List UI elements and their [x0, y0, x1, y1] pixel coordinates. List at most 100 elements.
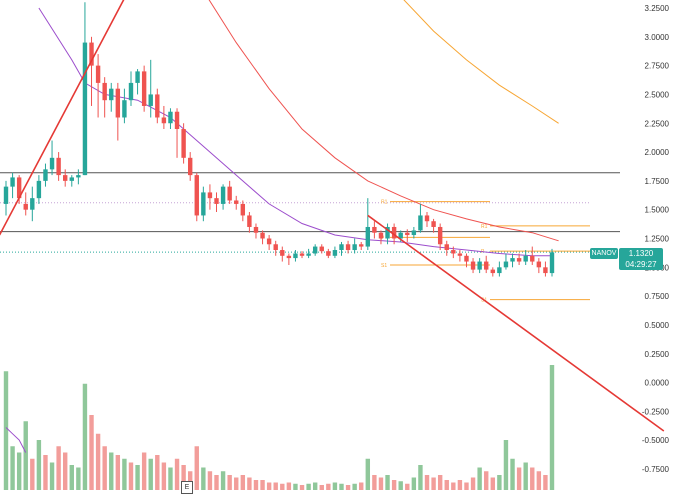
- volume-bar: [168, 467, 173, 490]
- candle-body: [181, 129, 186, 158]
- candle-body: [260, 232, 265, 239]
- candle-body: [510, 258, 515, 262]
- price-tick-label: 0.2500: [645, 350, 670, 359]
- volume-bar: [280, 483, 285, 490]
- candle-body: [293, 253, 298, 259]
- candle-body: [102, 82, 107, 101]
- candle-body: [497, 267, 502, 274]
- candle-body: [10, 177, 15, 187]
- price-tick-label: -0.2500: [642, 407, 670, 416]
- volume-bar: [63, 452, 68, 490]
- volume-bar: [411, 477, 417, 490]
- volume-bar: [201, 467, 206, 490]
- volume-bar: [299, 485, 305, 490]
- volume-bar: [155, 455, 160, 490]
- volume-bar: [326, 483, 331, 490]
- volume-bar: [43, 455, 48, 490]
- candle-body: [286, 255, 292, 259]
- candle-body: [122, 100, 127, 118]
- candle-body: [359, 244, 364, 247]
- candle-body: [530, 255, 535, 262]
- volume-bar: [424, 475, 430, 490]
- last-price-badge: 1.1320 04:29:27: [619, 248, 663, 270]
- volume-bar: [293, 483, 298, 490]
- candle-body: [326, 251, 331, 256]
- volume-bar: [510, 458, 515, 490]
- trendline: [0, 0, 125, 236]
- volume-bar: [207, 471, 213, 490]
- volume-bar: [16, 452, 22, 490]
- candle-body: [332, 250, 338, 256]
- volume-bar: [109, 452, 114, 490]
- volume-bar: [82, 383, 88, 490]
- candle-body: [194, 175, 199, 216]
- price-tick-label: 2.7500: [645, 62, 670, 71]
- candle-body: [457, 253, 463, 256]
- candle-body: [207, 192, 213, 199]
- candle-body: [431, 221, 436, 227]
- candle-body: [464, 255, 469, 262]
- volume-bar: [247, 477, 252, 490]
- volume-bar: [76, 467, 81, 490]
- volume-bar: [437, 475, 443, 490]
- volume-bar: [234, 477, 239, 490]
- volume-bar: [260, 480, 265, 490]
- volume-bar: [365, 458, 371, 490]
- volume-bar: [69, 465, 74, 490]
- candle-body: [306, 253, 311, 256]
- candle-body: [95, 65, 101, 83]
- volume-bar: [220, 471, 226, 490]
- volume-bar: [391, 480, 397, 490]
- volume-bar: [372, 475, 377, 490]
- candle-body: [411, 230, 417, 236]
- candle-body: [352, 244, 357, 251]
- price-tick-label: -0.5000: [642, 436, 670, 445]
- candle-body: [3, 186, 9, 204]
- candle-body: [227, 186, 232, 201]
- volume-bar: [359, 482, 364, 490]
- moving-average-line: [5, 427, 27, 453]
- volume-bar: [3, 371, 9, 490]
- pivot-label: S1: [381, 263, 387, 269]
- price-tick-label: -0.7500: [642, 465, 670, 474]
- candle-body: [437, 226, 443, 245]
- price-tick-label: 2.5000: [645, 90, 670, 99]
- price-tick-label: 0.0000: [645, 379, 670, 388]
- candle-body: [214, 198, 219, 204]
- pivot-label: R1: [381, 200, 388, 206]
- candle-body: [549, 252, 555, 274]
- event-marker-icon[interactable]: E: [181, 481, 193, 494]
- candle-body: [16, 177, 22, 199]
- candle-body: [266, 238, 272, 245]
- volume-bar: [135, 465, 140, 490]
- price-tick-label: 3.0000: [645, 33, 670, 42]
- candle-body: [385, 226, 390, 239]
- volume-bar: [266, 482, 272, 490]
- candle-body: [319, 246, 324, 252]
- volume-bar: [405, 483, 410, 490]
- candle-body: [187, 157, 193, 176]
- candle-body: [247, 215, 252, 227]
- volume-bar: [141, 452, 147, 490]
- candle-body: [174, 111, 180, 130]
- candle-body: [56, 157, 61, 176]
- volume-bar: [523, 462, 528, 490]
- candle-body: [109, 88, 114, 101]
- candle-body: [220, 186, 226, 204]
- volume-bar: [312, 482, 318, 490]
- symbol-badge: NANOV: [590, 248, 618, 259]
- volume-bar: [516, 467, 522, 490]
- candle-body: [536, 261, 542, 268]
- candle-body: [299, 253, 305, 256]
- price-tick-label: 2.2500: [645, 119, 670, 128]
- volume-bar: [352, 483, 357, 490]
- volume-bar: [457, 480, 463, 490]
- last-price-value: 1.1320: [628, 249, 654, 258]
- candle-body: [76, 175, 81, 178]
- volume-bar: [490, 477, 495, 490]
- price-tick-label: 3.2500: [645, 4, 670, 13]
- candle-body: [391, 226, 397, 239]
- volume-bar: [464, 482, 469, 490]
- volume-bar: [36, 440, 42, 490]
